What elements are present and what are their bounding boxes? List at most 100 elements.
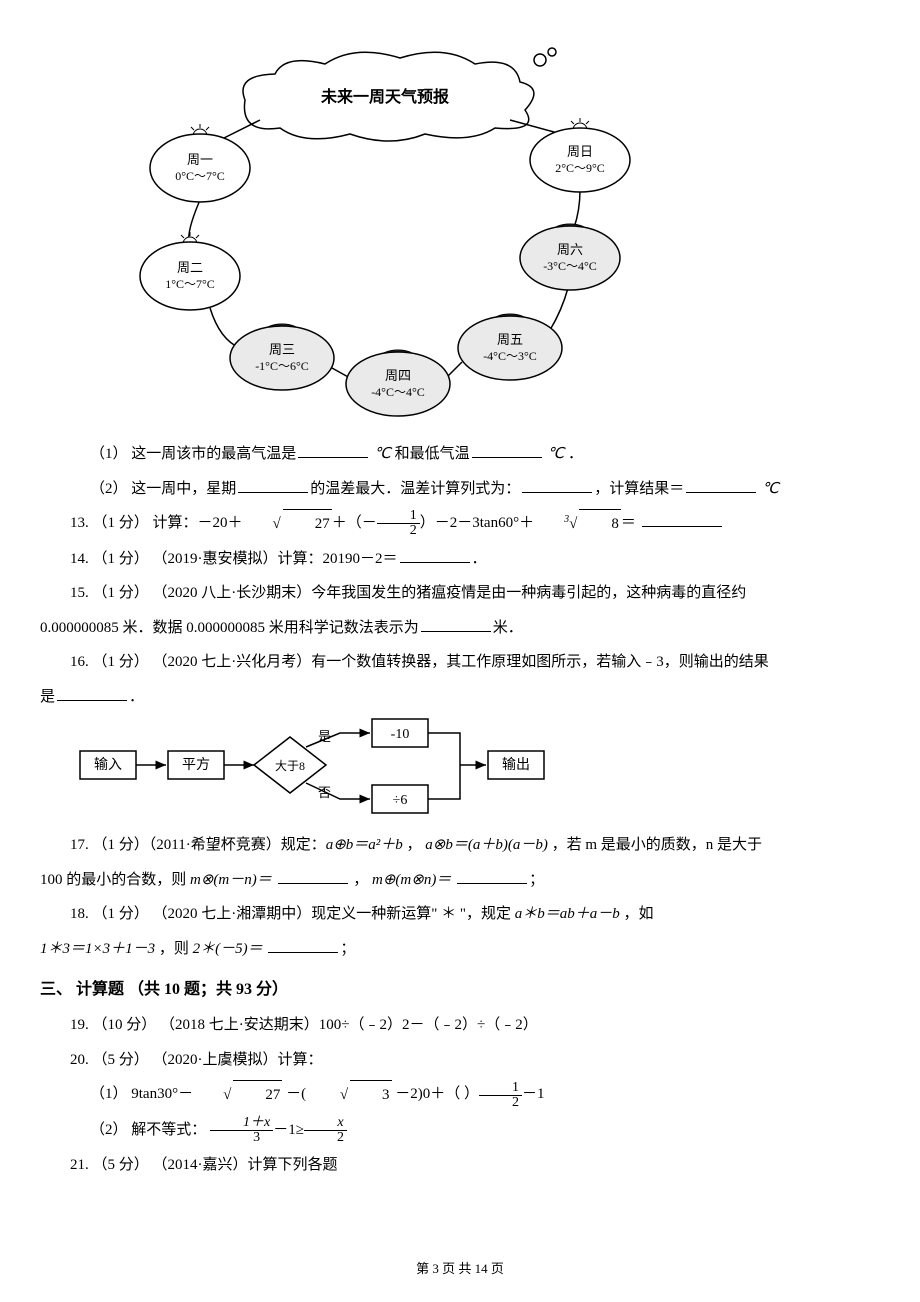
q20-frac-den: 2 [479,1096,522,1110]
q13-cuberoot: 8 [579,509,621,539]
q16-l2suf: ． [129,689,144,705]
q12-1-prefix: （1） 这一周该市的最高气温是 [90,446,296,462]
blank [686,477,756,493]
q21: 21. （5 分） （2014·嘉兴）计算下列各题 [40,1151,880,1180]
q12-1-mid: 和最低气温 [395,446,470,462]
node-fri: 周五 -4°C～3°C [458,314,562,380]
svg-text:周六: 周六 [557,242,583,257]
page-footer: 第 3 页 共 14 页 [0,1257,920,1282]
q17-expr1: m⊗(m－n)＝ [190,872,272,888]
q20-f1-den: 3 [210,1131,273,1145]
q20-p1-tail: －1 [522,1087,545,1103]
q18-line1: 18. （1 分） （2020 七上·湘潭期中）现定义一种新运算" ＊ "，规定… [40,900,880,929]
unit-celsius: ℃ [374,446,391,462]
flow-op-top: -10 [391,727,410,742]
flow-input: 输入 [94,757,122,773]
q20-p2: （2） 解不等式： 1＋x3－1≥x2 [60,1116,880,1145]
blank [421,616,491,632]
blank [57,685,127,701]
q18-expr: 2＊(－5)＝ [193,941,263,957]
blank [472,442,542,458]
title-cloud: 未来一周天气预报 [243,52,534,141]
q13-frac-den: 2 [377,524,420,538]
node-wed: 周三 -1°C～6°C [230,324,334,390]
q17-line2: 100 的最小的合数，则 m⊗(m－n)＝ ， m⊕(m⊗n)＝ ； [40,866,880,895]
page: 未来一周天气预报 周一 0°C～7°C 周二 [0,0,920,1302]
svg-text:周一: 周一 [187,152,213,167]
q13-sqrt1: 27 [283,509,332,539]
blank [268,937,338,953]
q20-f2-den: 2 [304,1131,347,1145]
q20-f2-num: x [304,1116,347,1131]
q13-mid2: ）－2－3tan60°＋ [420,515,534,531]
q13-head: 13. （1 分） 计算：－20＋ [70,515,243,531]
q15-l2pre: 0.000000085 米．数据 0.000000085 米用科学记数法表示为 [40,620,419,636]
q18-end: ； [340,941,355,957]
q20-head: 20. （5 分） （2020·上虞模拟）计算： [40,1046,880,1075]
q21-text: 21. （5 分） （2014·嘉兴）计算下列各题 [70,1157,338,1173]
q12-part1: （1） 这一周该市的最高气温是 ℃ 和最低气温 ℃ ． [60,440,880,469]
svg-text:周二: 周二 [177,260,203,275]
q20-p1-mid2: －2)0＋（ ） [392,1087,480,1103]
q20-p1-mid1: －( [282,1087,310,1103]
q17-def2: a⊗b＝(a＋b)(a－b) [425,837,548,853]
q13-frac-num: 1 [377,509,420,524]
section3-title: 三、 计算题 （共 10 题；共 93 分） [40,975,880,1005]
svg-text:-1°C～6°C: -1°C～6°C [255,359,309,373]
q20-p1: （1） 9tan30°－√27 －( √3 －2)0＋（ ）12－1 [60,1080,880,1110]
q18-l2mid: ，则 [155,941,193,957]
node-tue: 周二 1°C～7°C [140,232,240,310]
q12-2-p2: 的温差最大．温差计算列式为： [310,481,520,497]
q17-l2pre: 100 的最小的合数，则 [40,872,190,888]
q20-p2-mid: －1≥ [273,1122,304,1138]
q20-sqrt1: 27 [233,1080,282,1110]
svg-text:周五: 周五 [497,332,523,347]
q17-head: 17. （1 分）（2011·希望杯竞赛）规定： [70,837,326,853]
q12-part2: （2） 这一周中，星期 的温差最大．温差计算列式为： ，计算结果＝ ℃ [60,475,880,504]
q17-sep: ， [350,872,373,888]
svg-text:周四: 周四 [385,368,411,383]
q18-def: a＊b＝ab＋a－b [515,906,620,922]
q15-line2: 0.000000085 米．数据 0.000000085 米用科学记数法表示为米… [40,614,880,643]
q18-l2pre: 1＊3＝1×3＋1－3 [40,941,155,957]
q13-eq: ＝ [621,515,636,531]
q15-line1: 15. （1 分） （2020 八上·长沙期末）今年我国发生的猪瘟疫情是由一种病… [40,579,880,608]
q18-head: 18. （1 分） （2020 七上·湘潭期中）现定义一种新运算" ＊ "，规定 [70,906,515,922]
flow-square: 平方 [182,757,210,773]
q17-tail1: ，若 m 是最小的质数，n 是大于 [548,837,762,853]
q15-l1: 15. （1 分） （2020 八上·长沙期末）今年我国发生的猪瘟疫情是由一种病… [70,585,746,601]
svg-text:周日: 周日 [567,144,593,159]
blank [238,477,308,493]
svg-text:-4°C～4°C: -4°C～4°C [371,385,425,399]
q16-line1: 16. （1 分） （2020 七上·兴化月考）有一个数值转换器，其工作原理如图… [40,648,880,677]
weather-forecast-diagram: 未来一周天气预报 周一 0°C～7°C 周二 [100,40,880,430]
unit-celsius: ℃ [762,481,779,497]
q20-frac-num: 1 [479,1081,522,1096]
q17-comma: ， [403,837,426,853]
node-thu: 周四 -4°C～4°C [346,350,450,416]
svg-text:周三: 周三 [269,342,295,357]
weather-title: 未来一周天气预报 [320,87,449,106]
q17-def1: a⊕b＝a²＋b [326,837,403,853]
q14-text: 14. （1 分） （2019·惠安模拟）计算：20190－2＝ [70,551,398,567]
q17-line1: 17. （1 分）（2011·希望杯竞赛）规定：a⊕b＝a²＋b ， a⊗b＝(… [40,831,880,860]
blank [298,442,368,458]
node-mon: 周一 0°C～7°C [150,124,250,202]
q17-end: ； [529,872,544,888]
flow-output: 输出 [502,757,530,773]
q12-2-p3: ，计算结果＝ [594,481,684,497]
svg-text:-4°C～3°C: -4°C～3°C [483,349,537,363]
flow-decision: 大于8 [275,759,305,773]
q12-1-suffix: ． [568,446,583,462]
q16-line2: 是． [40,683,880,712]
q17-expr2: m⊕(m⊗n)＝ [372,872,451,888]
q14-suffix: ． [472,551,487,567]
q20-p2-pre: （2） 解不等式： [90,1122,206,1138]
svg-text:2°C～9°C: 2°C～9°C [555,161,605,175]
q19: 19. （10 分） （2018 七上·安达期末）100÷（﹣2）2－（﹣2）÷… [40,1011,880,1040]
q12-2-prefix: （2） 这一周中，星期 [90,481,236,497]
q13-mid1: ＋（－ [332,515,377,531]
blank [457,868,527,884]
blank [522,477,592,493]
q18-tail: ，如 [620,906,654,922]
